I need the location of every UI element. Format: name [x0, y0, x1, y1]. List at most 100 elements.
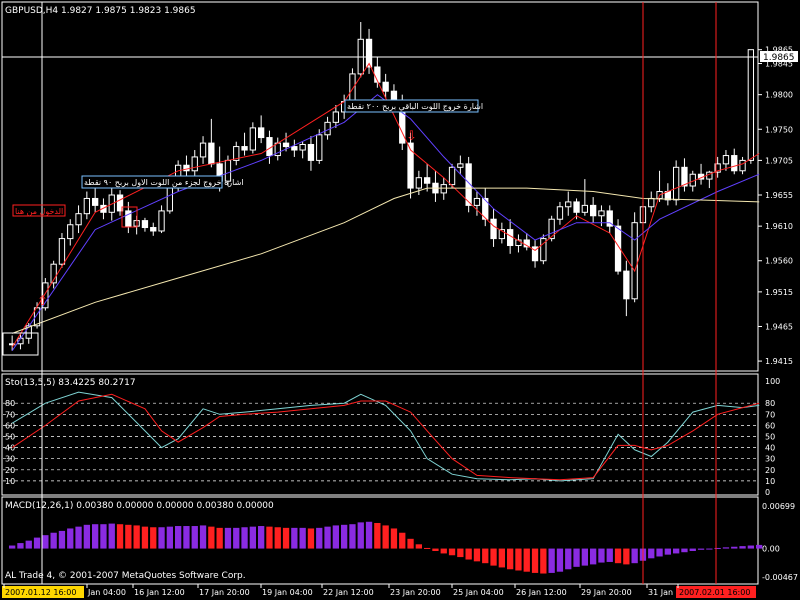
time-tick-label: Jan 04:00 [87, 588, 126, 597]
macd-histogram-bar [747, 545, 755, 549]
candle-body [365, 38, 373, 68]
macd-histogram-bar [523, 548, 530, 572]
candle-body [556, 206, 564, 220]
time-tick-label: 31 Jan 0 [648, 588, 681, 597]
macd-histogram-bar [473, 548, 481, 562]
macd-panel-frame [1, 496, 759, 585]
candle-body [316, 134, 323, 161]
stochastic-title: Sto(13,5,5) 83.4225 80.2717 [5, 378, 136, 388]
macd-histogram-bar [199, 525, 207, 549]
macd-histogram-bar [8, 545, 16, 549]
annotation-partial-exit: اشارة خروج لجزء من اللوت الاول بربح ٩٠ ن… [81, 175, 244, 189]
candle-body [440, 184, 447, 194]
price-tick-label: 1.9560 [765, 257, 793, 266]
candle-body [141, 220, 149, 229]
macd-histogram-bar [498, 548, 506, 568]
macd-histogram-bar [407, 538, 414, 549]
macd-histogram-bar [681, 548, 688, 553]
candle-body [42, 282, 49, 309]
macd-histogram-bar [158, 527, 165, 549]
macd-histogram-bar [648, 548, 655, 559]
macd-histogram-bar [399, 532, 406, 549]
macd-histogram-bar [17, 543, 24, 549]
svg-text:الدخول من هنا: الدخول من هنا [15, 207, 63, 216]
price-tick-label: 1.9750 [765, 125, 793, 134]
macd-right-tick: 0.00699 [762, 502, 795, 511]
macd-histogram-bar [50, 532, 57, 549]
svg-text:اشارة خروج اللوت الباقي بربح ٢: اشارة خروج اللوت الباقي بربح ٢٠٠ نقطة [347, 102, 483, 111]
macd-histogram-bar [125, 524, 132, 549]
candle-body [241, 146, 248, 151]
macd-histogram-bar [374, 522, 381, 549]
macd-histogram-bar [465, 548, 472, 560]
candle-body [158, 210, 165, 232]
macd-histogram-bar [174, 526, 182, 549]
date-highlight-left [2, 586, 84, 598]
macd-histogram-bar [166, 526, 174, 549]
macd-histogram-bar [540, 548, 547, 574]
stochastic-right-tick: 70 [765, 410, 775, 419]
macd-histogram-bar [423, 547, 431, 549]
candle-body [573, 201, 580, 213]
macd-histogram-bar [340, 524, 348, 549]
candle-body [531, 246, 539, 262]
candle-body [8, 343, 16, 346]
candle-body [415, 177, 423, 189]
candle-body [581, 204, 589, 213]
signal-box-icon [121, 206, 138, 228]
macd-histogram-bar [664, 548, 672, 555]
candle-body [332, 111, 340, 123]
stochastic-left-tick: 20 [5, 466, 15, 475]
stochastic-right-tick: 100 [765, 377, 780, 386]
candle-body [100, 204, 107, 213]
price-tick-label: 1.9845 [765, 60, 793, 69]
macd-histogram-bar [457, 548, 464, 558]
stochastic-left-tick: 80 [5, 399, 15, 408]
candle-body [291, 146, 298, 151]
macd-histogram-bar [432, 548, 439, 551]
macd-histogram-bar [506, 548, 514, 570]
macd-histogram-bar [714, 547, 721, 549]
candle-body [166, 187, 174, 212]
candle-body [473, 197, 481, 206]
macd-histogram-bar [706, 548, 713, 550]
macd-histogram-bar [589, 548, 597, 565]
macd-histogram-bar [656, 548, 663, 557]
macd-histogram-bar [631, 548, 638, 564]
stochastic-left-tick: 70 [5, 410, 15, 419]
candle-body [565, 201, 572, 208]
candle-body [75, 213, 82, 226]
candle-body [623, 270, 630, 300]
candle-body [282, 142, 290, 148]
candle-body [681, 166, 688, 187]
stochastic-left-tick: 40 [5, 444, 15, 453]
copyright-footer: AL Trade 4, © 2001-2007 MetaQuotes Softw… [5, 571, 246, 581]
candle-body [598, 210, 605, 217]
macd-panel [8, 521, 763, 574]
macd-histogram-bar [133, 525, 140, 549]
macd-histogram-bar [266, 526, 273, 549]
buy-arrow-icon: ⇧ [37, 294, 48, 309]
candle-body [589, 204, 597, 217]
macd-histogram-bar [382, 525, 389, 549]
macd-histogram-bar [274, 527, 281, 549]
candle-body [631, 222, 638, 300]
stochastic-panel: 80 70 60 50 40 30 20 10 [3, 391, 760, 486]
price-tick-label: 1.9610 [765, 222, 793, 231]
macd-histogram-bar [440, 548, 447, 554]
candle-body [116, 194, 124, 212]
macd-histogram-bar [349, 524, 356, 549]
candle-body [249, 127, 257, 151]
stochastic-left-tick: 10 [5, 477, 15, 486]
candle-body [482, 197, 489, 220]
time-tick-label: 2007.01.12 16:00 [5, 588, 76, 597]
candle-body [299, 143, 306, 151]
macd-histogram-bar [581, 548, 589, 566]
symbol-title: GBPUSD,H4 1.9827 1.9875 1.9823 1.9865 [5, 6, 196, 16]
macd-right-tick: -0.00467 [762, 573, 798, 582]
annotation-final-exit: اشارة خروج اللوت الباقي بربح ٢٠٠ نقطة [344, 99, 483, 113]
candle-body [407, 142, 414, 189]
stochastic-right-tick: 20 [765, 466, 775, 475]
macd-histogram-bar [697, 548, 705, 550]
